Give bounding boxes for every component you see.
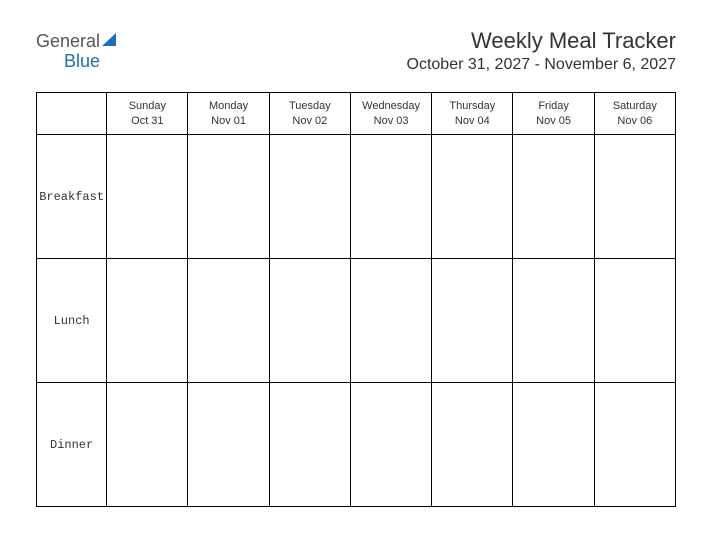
meal-cell[interactable] <box>350 259 431 383</box>
logo-text-blue: Blue <box>36 51 100 71</box>
col-header-sunday: Sunday Oct 31 <box>107 93 188 135</box>
meal-cell[interactable] <box>107 383 188 507</box>
col-header-wednesday: Wednesday Nov 03 <box>350 93 431 135</box>
col-header-thursday: Thursday Nov 04 <box>432 93 513 135</box>
day-date: Nov 05 <box>515 114 591 128</box>
meal-cell[interactable] <box>107 135 188 259</box>
meal-cell[interactable] <box>594 259 675 383</box>
col-header-saturday: Saturday Nov 06 <box>594 93 675 135</box>
meal-cell[interactable] <box>188 383 269 507</box>
col-header-monday: Monday Nov 01 <box>188 93 269 135</box>
day-name: Thursday <box>434 99 510 113</box>
meal-cell[interactable] <box>269 135 350 259</box>
logo: General Blue <box>36 28 120 72</box>
corner-cell <box>37 93 107 135</box>
meal-cell[interactable] <box>188 135 269 259</box>
col-header-tuesday: Tuesday Nov 02 <box>269 93 350 135</box>
day-name: Friday <box>515 99 591 113</box>
day-name: Monday <box>190 99 266 113</box>
meal-cell[interactable] <box>432 259 513 383</box>
table-row: Breakfast <box>37 135 676 259</box>
meal-cell[interactable] <box>594 383 675 507</box>
header: General Blue Weekly Meal Tracker October… <box>36 28 676 74</box>
meal-cell[interactable] <box>350 383 431 507</box>
day-date: Oct 31 <box>109 114 185 128</box>
title-block: Weekly Meal Tracker October 31, 2027 - N… <box>407 28 677 74</box>
logo-sail-icon <box>102 34 120 51</box>
meal-cell[interactable] <box>432 383 513 507</box>
meal-cell[interactable] <box>350 135 431 259</box>
day-date: Nov 02 <box>272 114 348 128</box>
table-row: Dinner <box>37 383 676 507</box>
meal-cell[interactable] <box>513 383 594 507</box>
meal-cell[interactable] <box>513 259 594 383</box>
page-title: Weekly Meal Tracker <box>407 28 677 54</box>
meal-cell[interactable] <box>594 135 675 259</box>
meal-cell[interactable] <box>188 259 269 383</box>
row-header-dinner: Dinner <box>37 383 107 507</box>
day-date: Nov 01 <box>190 114 266 128</box>
row-header-breakfast: Breakfast <box>37 135 107 259</box>
day-name: Wednesday <box>353 99 429 113</box>
meal-tracker-table: Sunday Oct 31 Monday Nov 01 Tuesday Nov … <box>36 92 676 507</box>
day-date: Nov 03 <box>353 114 429 128</box>
day-name: Saturday <box>597 99 673 113</box>
day-name: Sunday <box>109 99 185 113</box>
meal-cell[interactable] <box>269 383 350 507</box>
table-row: Lunch <box>37 259 676 383</box>
meal-cell[interactable] <box>432 135 513 259</box>
row-header-lunch: Lunch <box>37 259 107 383</box>
day-date: Nov 04 <box>434 114 510 128</box>
date-range: October 31, 2027 - November 6, 2027 <box>407 56 677 74</box>
day-date: Nov 06 <box>597 114 673 128</box>
meal-cell[interactable] <box>513 135 594 259</box>
meal-cell[interactable] <box>269 259 350 383</box>
col-header-friday: Friday Nov 05 <box>513 93 594 135</box>
logo-text-general: General <box>36 31 100 51</box>
meal-cell[interactable] <box>107 259 188 383</box>
day-name: Tuesday <box>272 99 348 113</box>
